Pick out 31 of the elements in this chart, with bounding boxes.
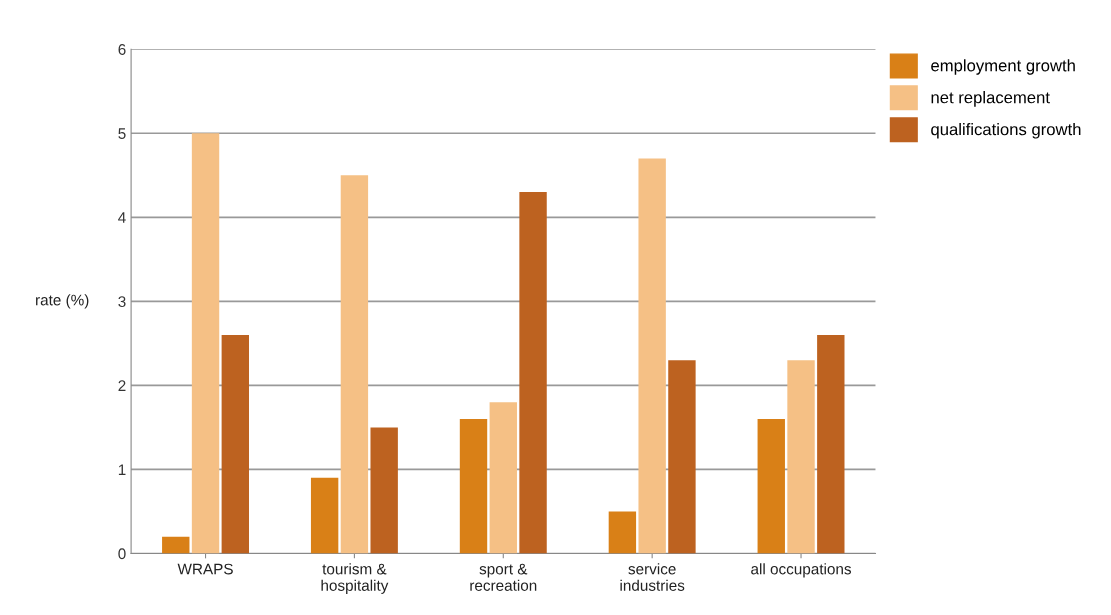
y-tick-label: 6	[118, 44, 126, 55]
y-tick-label: 1	[118, 464, 126, 475]
bar	[817, 334, 845, 554]
x-tick-label: WRAPS	[177, 563, 233, 575]
y-tick-label: 0	[118, 548, 126, 560]
y-tick-label: 5	[118, 128, 126, 139]
legend-label: employment growth	[931, 59, 1075, 75]
bar	[668, 360, 696, 554]
x-tick-label: sport & recreation	[470, 563, 537, 591]
bar	[489, 402, 517, 554]
bar	[608, 511, 637, 554]
bar	[459, 419, 488, 554]
bar	[787, 360, 815, 554]
bar	[370, 427, 398, 554]
bar	[310, 477, 339, 554]
bar	[221, 334, 250, 554]
bar	[638, 158, 666, 554]
x-tick-label: tourism & hospitality	[321, 563, 389, 594]
bar	[757, 419, 785, 554]
x-tick-label: all occupations	[751, 563, 852, 578]
x-tick-label: service industries	[620, 563, 685, 591]
legend-label: qualifications growth	[931, 123, 1081, 139]
y-tick-label: 3	[118, 296, 126, 308]
bar	[162, 536, 190, 554]
bar	[340, 175, 369, 554]
bar	[519, 192, 547, 554]
y-axis-title: rate (%)	[36, 294, 89, 309]
y-tick-label: 2	[118, 380, 126, 391]
bar	[191, 133, 220, 554]
legend-label: net replacement	[931, 91, 1050, 107]
y-tick-label: 4	[118, 212, 126, 223]
